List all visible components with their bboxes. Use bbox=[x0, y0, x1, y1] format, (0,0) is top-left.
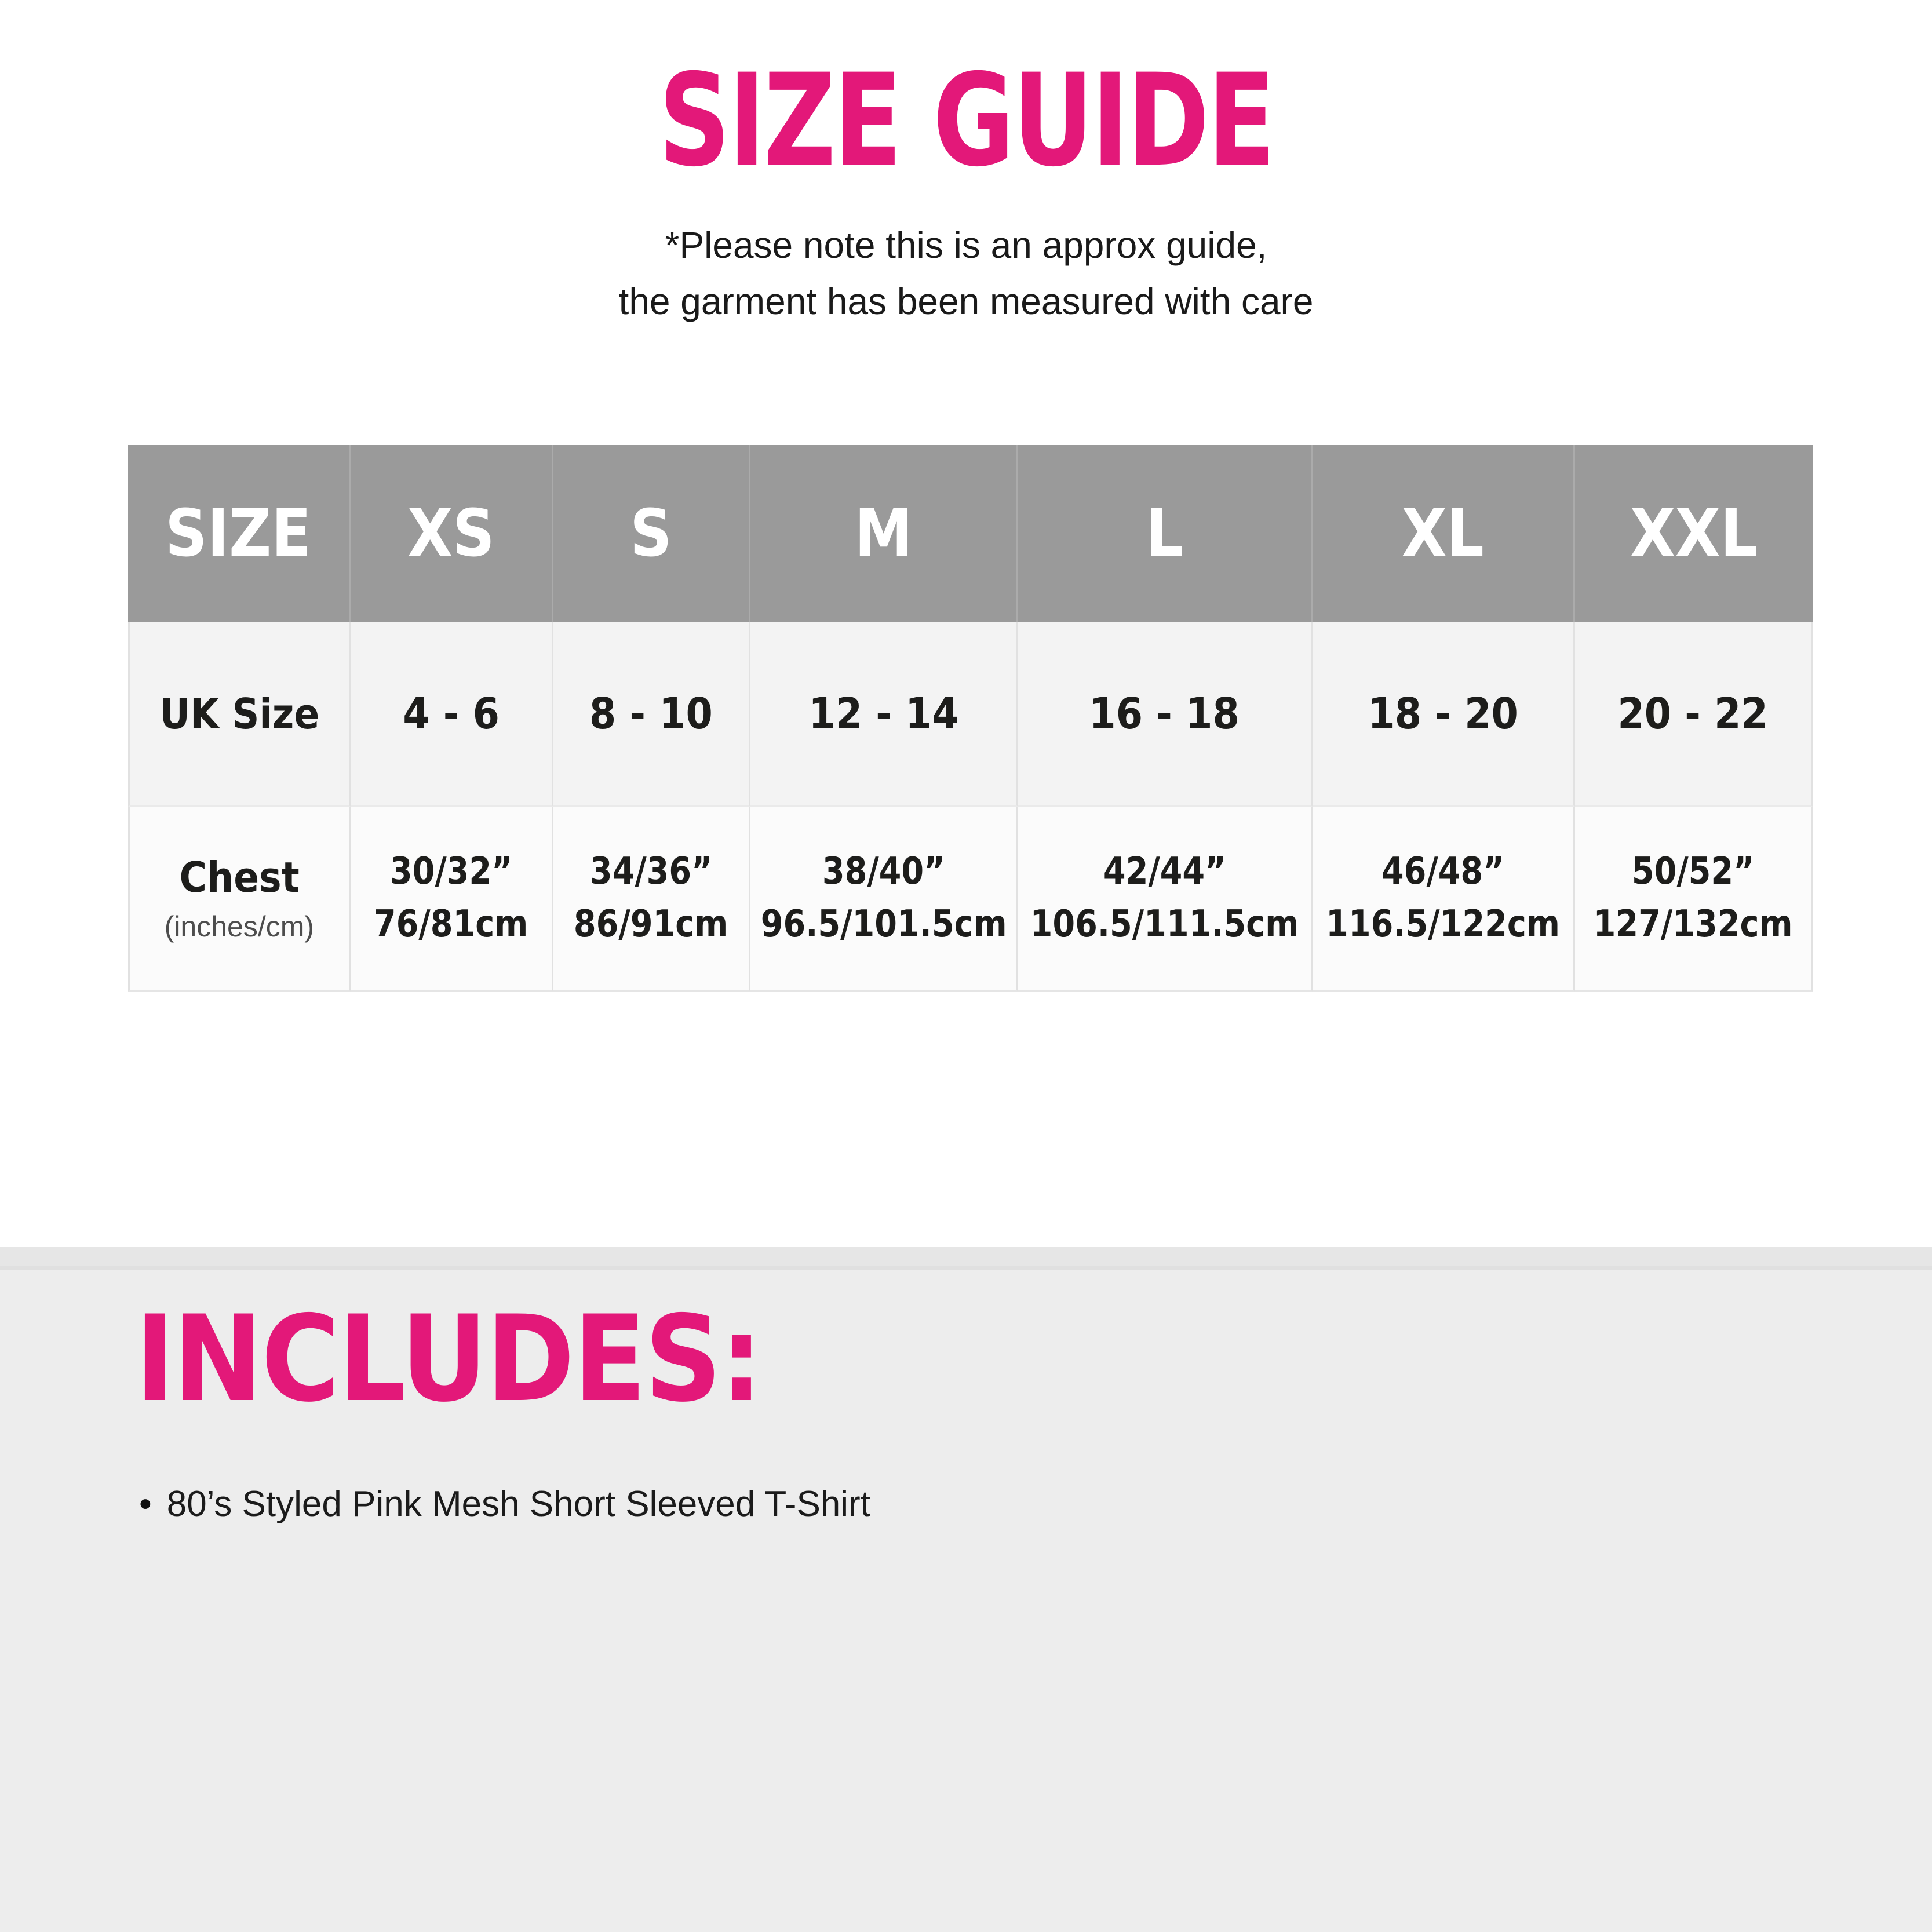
header-cell-xl: XL bbox=[1312, 445, 1576, 622]
includes-section: INCLUDES: • 80’s Styled Pink Mesh Short … bbox=[0, 1247, 1932, 1932]
size-table: SIZE XS S M L XL XXL UK Size 4 - 6 8 - 1… bbox=[128, 445, 1813, 992]
page-title-text: SIZE GUIDE bbox=[658, 46, 1275, 195]
chest-cell-s: 34/36” 86/91cm bbox=[553, 807, 751, 992]
chest-cell-xs: 30/32” 76/81cm bbox=[350, 807, 553, 992]
uk-size-cell-xxl: 20 - 22 bbox=[1575, 622, 1813, 807]
chest-cell-xxl: 50/52” 127/132cm bbox=[1575, 807, 1813, 992]
chest-row-label: Chest (inches/cm) bbox=[128, 807, 351, 992]
uk-size-cell-s: 8 - 10 bbox=[553, 622, 751, 807]
uk-size-row-label: UK Size bbox=[128, 622, 351, 807]
bullet-icon: • bbox=[139, 1484, 152, 1524]
header-cell-m: M bbox=[750, 445, 1019, 622]
approx-guide-note-line2: the garment has been measured with care bbox=[618, 280, 1314, 322]
includes-list-item: • 80’s Styled Pink Mesh Short Sleeved T-… bbox=[139, 1483, 870, 1525]
chest-cell-m: 38/40” 96.5/101.5cm bbox=[750, 807, 1019, 992]
includes-heading: INCLUDES: bbox=[135, 1300, 831, 1419]
header-cell-xxl: XXL bbox=[1575, 445, 1813, 622]
chest-label-text: Chest bbox=[179, 853, 300, 902]
header-cell-size: SIZE bbox=[128, 445, 351, 622]
includes-item-text: 80’s Styled Pink Mesh Short Sleeved T-Sh… bbox=[166, 1484, 870, 1524]
approx-guide-note-line1: *Please note this is an approx guide, bbox=[665, 224, 1267, 266]
header-cell-l: L bbox=[1018, 445, 1313, 622]
chest-unit-note: (inches/cm) bbox=[164, 910, 315, 943]
uk-size-cell-m: 12 - 14 bbox=[750, 622, 1019, 807]
chest-cell-xl: 46/48” 116.5/122cm bbox=[1312, 807, 1576, 992]
includes-heading-text: INCLUDES: bbox=[135, 1291, 763, 1428]
uk-size-cell-xl: 18 - 20 bbox=[1312, 622, 1576, 807]
chest-cell-l: 42/44” 106.5/111.5cm bbox=[1018, 807, 1313, 992]
uk-size-cell-xs: 4 - 6 bbox=[350, 622, 553, 807]
uk-size-cell-l: 16 - 18 bbox=[1018, 622, 1313, 807]
page-title: SIZE GUIDE bbox=[0, 57, 1932, 184]
header-cell-xs: XS bbox=[350, 445, 553, 622]
section-divider bbox=[0, 1247, 1932, 1270]
approx-guide-note: *Please note this is an approx guide, th… bbox=[0, 217, 1932, 330]
header-cell-s: S bbox=[553, 445, 751, 622]
